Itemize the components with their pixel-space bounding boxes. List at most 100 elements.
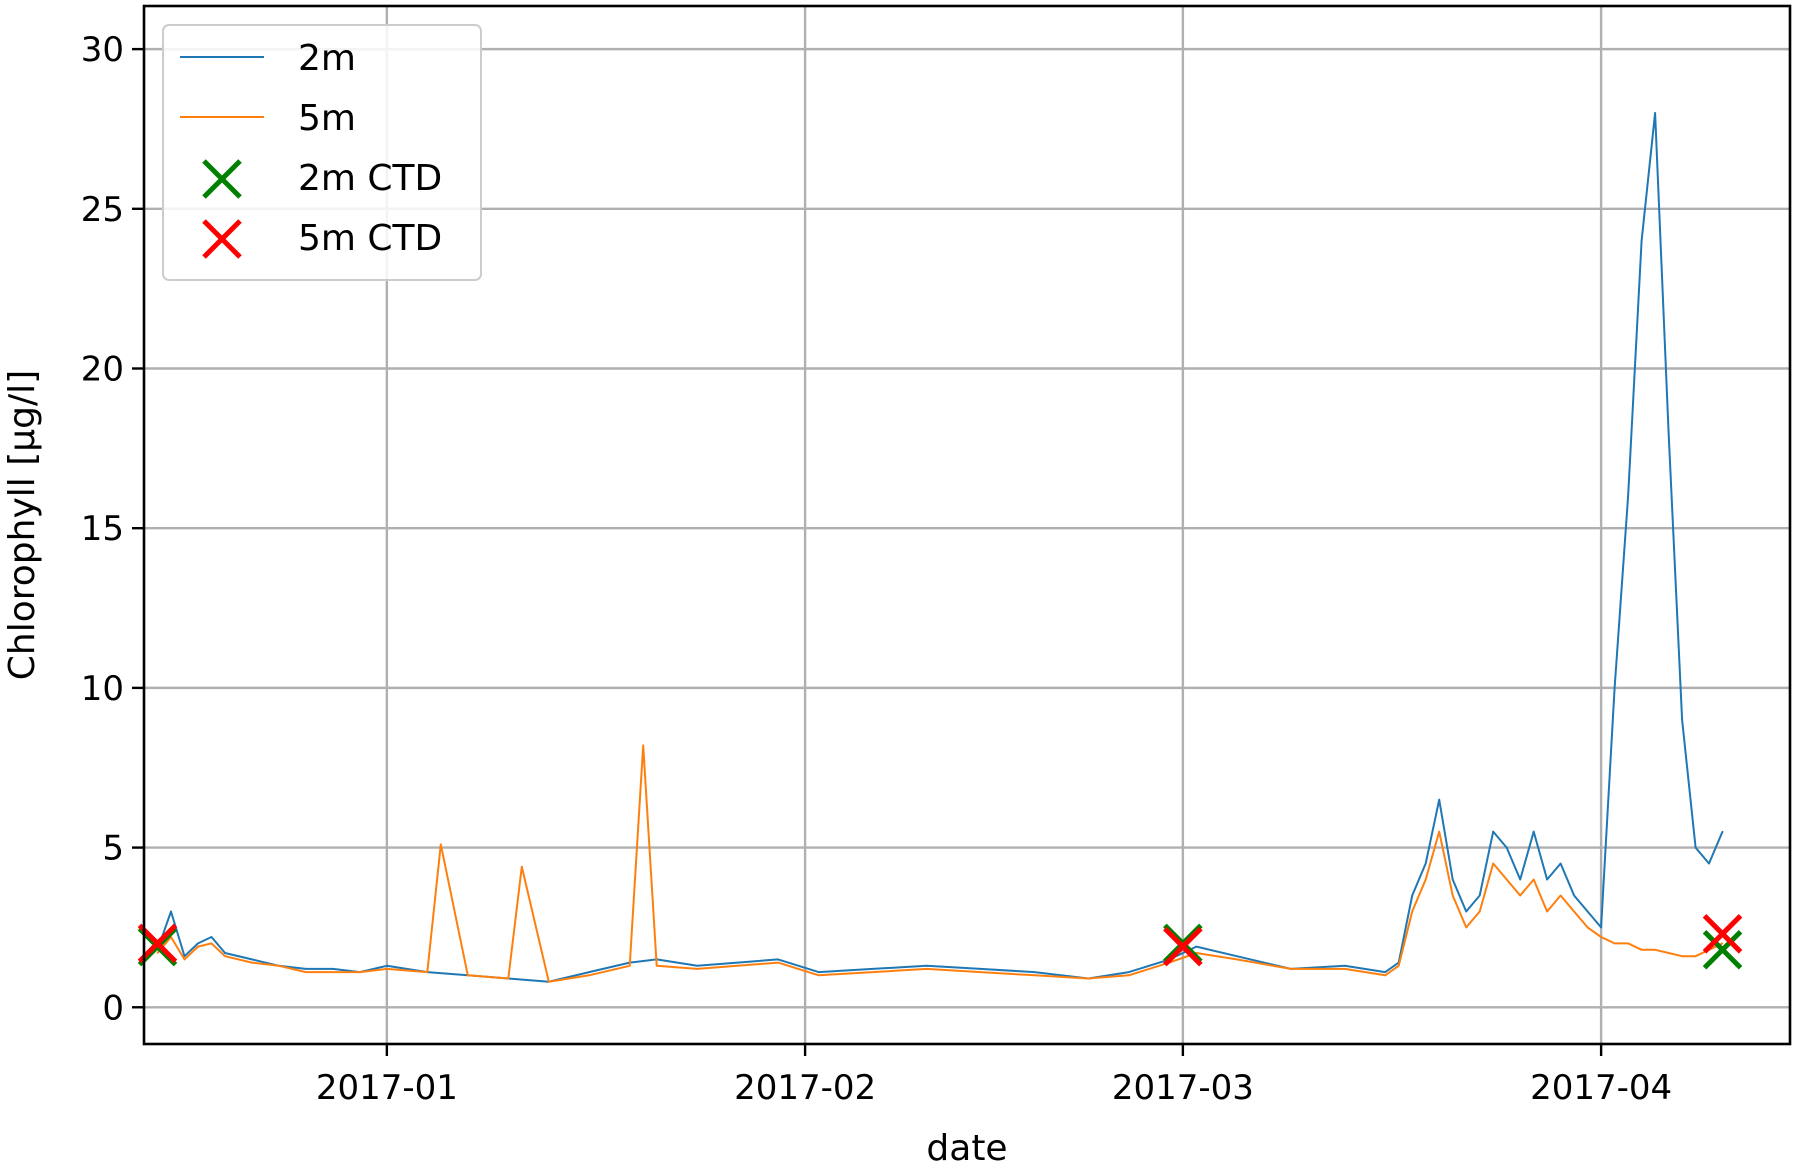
data-point-2m [1519, 878, 1521, 881]
axes-frame [142, 4, 1792, 1046]
ctd-markers [137, 914, 1743, 970]
plot-series [156, 112, 1724, 983]
legend: 2m 5m 2m CTD 5m CTD [162, 24, 482, 281]
data-point-2m [1559, 862, 1562, 865]
data-point-5m [628, 964, 631, 967]
data-point-5m [1519, 894, 1521, 897]
data-point-2m [1694, 846, 1697, 849]
data-point-5m [1532, 878, 1535, 881]
data-point-2m [1546, 878, 1548, 881]
y-tick-label: 5 [102, 829, 124, 869]
data-point-5m [871, 971, 874, 973]
y-tick-label: 10 [81, 669, 124, 709]
data-point-5m [440, 843, 442, 846]
data-point-5m [1654, 948, 1656, 951]
data-point-5m [1600, 936, 1602, 938]
data-point-5m [386, 968, 388, 970]
data-point-5m [210, 942, 213, 945]
data-point-5m [156, 952, 159, 954]
data-point-2m [1492, 830, 1494, 833]
data-point-5m [655, 964, 658, 967]
data-point-2m [251, 958, 253, 961]
data-point-2m [696, 964, 698, 967]
data-point-5m [251, 961, 253, 964]
data-point-2m [1451, 878, 1454, 881]
data-point-5m [1681, 955, 1683, 957]
x-tick-label: 2017-02 [734, 1068, 876, 1108]
data-point-5m [1290, 968, 1292, 970]
data-point-5m [520, 865, 523, 868]
data-point-2m [817, 971, 820, 973]
data-point-2m [1708, 862, 1710, 865]
x-tick-label: 2017-01 [316, 1068, 458, 1108]
legend-label-5m-ctd: 5m CTD [298, 218, 442, 259]
y-tick-label: 30 [81, 30, 124, 70]
data-point-2m [1627, 495, 1629, 498]
data-point-2m [1721, 830, 1724, 833]
x-axis-label: date [926, 1128, 1007, 1166]
legend-label-2m: 2m [298, 38, 356, 79]
data-point-2m [736, 961, 739, 964]
data-point-5m [1505, 878, 1508, 881]
legend-x-marker [202, 159, 242, 199]
data-point-5m [1128, 974, 1130, 977]
data-point-5m [1721, 942, 1724, 945]
data-point-2m [1438, 798, 1441, 801]
data-point-5m [1438, 830, 1441, 833]
data-point-5m [332, 971, 334, 973]
data-point-2m [197, 942, 199, 945]
data-point-2m [386, 964, 388, 967]
data-point-5m [1573, 910, 1575, 913]
data-point-2m [979, 968, 982, 970]
x-marker-stroke [202, 159, 242, 199]
data-point-2m [332, 968, 334, 970]
data-point-5m [197, 945, 199, 948]
data-point-5m [278, 964, 280, 967]
data-point-2m [871, 968, 874, 970]
data-point-2m [170, 910, 172, 913]
data-point-2m [183, 955, 186, 957]
x-marker-stroke [1702, 914, 1743, 954]
data-point-5m [1236, 958, 1238, 961]
data-point-5m [1384, 974, 1387, 977]
data-point-5m [1087, 977, 1090, 980]
data-point-5m [1451, 894, 1454, 897]
data-point-5m [817, 974, 820, 977]
data-point-5m [777, 961, 779, 964]
data-point-5m [979, 971, 982, 973]
y-tick-label: 20 [81, 350, 124, 390]
data-point-5m [588, 974, 591, 977]
legend-swatch-5m-ctd [202, 219, 242, 259]
data-point-2m [1384, 971, 1387, 973]
data-point-5m [1033, 974, 1036, 977]
x-marker-stroke [137, 923, 178, 964]
x-marker-stroke [1163, 926, 1203, 967]
scatter-point-5m-ctd [137, 923, 178, 964]
data-point-2m [1681, 719, 1683, 721]
x-tick-label: 2017-04 [1530, 1068, 1672, 1108]
data-point-2m [777, 958, 779, 961]
data-point-5m [642, 744, 644, 747]
data-point-5m [1465, 926, 1467, 929]
data-point-2m [305, 968, 307, 970]
legend-box [162, 24, 482, 281]
data-point-5m [507, 977, 510, 980]
data-point-5m [1343, 968, 1346, 970]
data-point-5m [183, 958, 186, 961]
data-point-2m [224, 952, 226, 954]
x-marker-stroke [1702, 930, 1743, 970]
data-point-5m [305, 971, 307, 973]
data-point-5m [547, 980, 550, 983]
data-point-2m [1033, 971, 1036, 973]
data-point-2m [1573, 894, 1575, 897]
data-point-5m [1411, 910, 1414, 913]
legend-label-2m-ctd: 2m CTD [298, 158, 442, 199]
data-point-2m [1505, 846, 1508, 849]
data-point-5m [696, 968, 698, 970]
data-point-5m [1397, 964, 1400, 967]
data-point-2m [1128, 971, 1130, 973]
scatter-point-5m-ctd [1702, 914, 1743, 954]
data-point-2m [1532, 830, 1535, 833]
data-point-2m [925, 964, 928, 967]
